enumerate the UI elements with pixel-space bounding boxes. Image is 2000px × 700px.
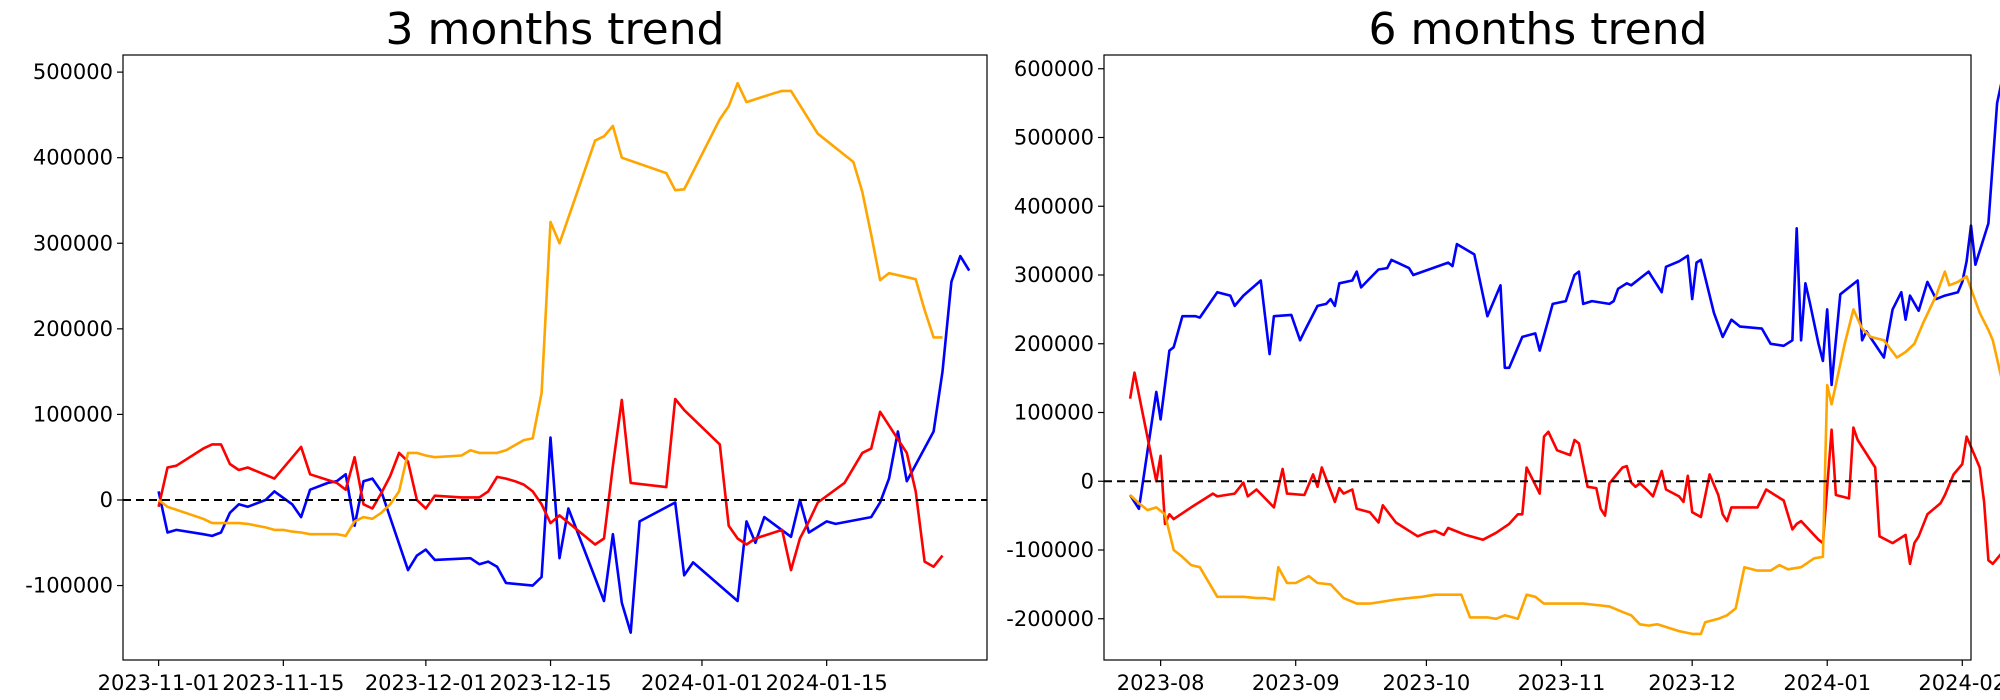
y-tick-label: 400000 xyxy=(1014,194,1094,218)
series-line-1 xyxy=(1129,83,2000,511)
x-tick-label: 2024-02 xyxy=(1918,671,2000,695)
y-tick-label: -200000 xyxy=(1006,607,1094,631)
y-tick-label: 0 xyxy=(1081,469,1094,493)
y-tick-label: 400000 xyxy=(33,146,113,170)
x-tick-label: 2023-12 xyxy=(1648,671,1736,695)
x-tick-label: 2023-09 xyxy=(1252,671,1340,695)
series-line-3 xyxy=(157,81,943,538)
y-tick-label: 300000 xyxy=(1014,263,1094,287)
series-line-3 xyxy=(1129,270,2000,636)
y-tick-label: 100000 xyxy=(33,402,113,426)
x-tick-label: 2023-10 xyxy=(1383,671,1471,695)
y-tick-label: 600000 xyxy=(1014,57,1094,81)
series-line-1 xyxy=(157,254,971,634)
y-tick-label: 500000 xyxy=(1014,126,1094,150)
x-tick-label: 2023-12-15 xyxy=(490,671,612,695)
x-tick-label: 2023-11-15 xyxy=(222,671,344,695)
x-tick-label: 2023-08 xyxy=(1117,671,1205,695)
axes-frame xyxy=(1103,54,1972,661)
y-tick-label: 200000 xyxy=(1014,332,1094,356)
chart-6-months-trend: 6 months trend -200000 -100000 0 100000 2000… xyxy=(1006,4,2000,695)
plot-area: -100000 0 100000 200000 300000 400000 500000 20… xyxy=(25,60,987,695)
chart-title: 6 months trend xyxy=(1369,4,1708,55)
plot-area: -200000 -100000 0 100000 200000 300000 400000 5… xyxy=(1006,57,2000,695)
x-tick-label: 2023-11-01 xyxy=(98,671,220,695)
y-tick-label: 200000 xyxy=(33,317,113,341)
x-tick-label: 2024-01 xyxy=(1783,671,1871,695)
y-tick-label: -100000 xyxy=(25,574,113,598)
axes-frame xyxy=(122,54,988,661)
x-tick-label: 2023-12-01 xyxy=(365,671,487,695)
x-tick-label: 2023-11 xyxy=(1518,671,1606,695)
y-tick-label: 500000 xyxy=(33,60,113,84)
y-tick-label: 100000 xyxy=(1014,401,1094,425)
y-tick-label: 300000 xyxy=(33,231,113,255)
series-line-2 xyxy=(157,397,944,572)
y-tick-label: 0 xyxy=(100,488,113,512)
x-tick-label: 2024-01-01 xyxy=(641,671,763,695)
y-tick-label: -100000 xyxy=(1006,538,1094,562)
x-tick-label: 2024-01-15 xyxy=(766,671,888,695)
series-line-2 xyxy=(1128,371,2000,566)
chart-title: 3 months trend xyxy=(386,4,725,55)
chart-3-months-trend: 3 months trend -100000 0 100000 200000 30000… xyxy=(25,4,988,695)
